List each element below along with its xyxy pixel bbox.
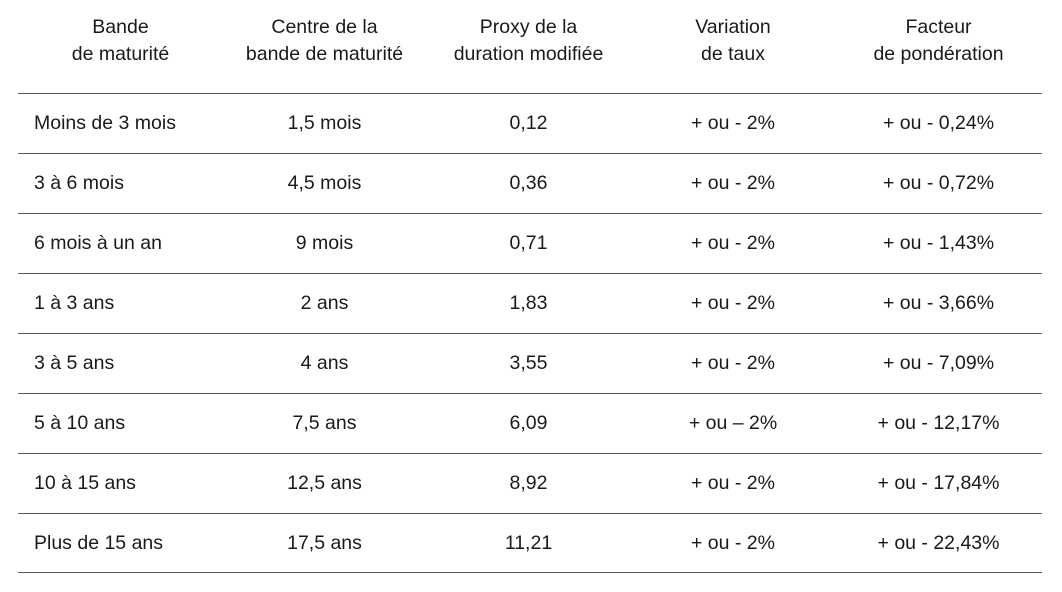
cell-rate-change: + ou - 2% xyxy=(690,292,775,314)
header-line: de taux xyxy=(701,43,765,65)
header-line: Centre de la xyxy=(271,16,378,38)
table-row: 6 mois à un an 9 mois 0,71 + ou - 2% + o… xyxy=(18,214,1042,274)
header-line: de pondération xyxy=(873,43,1004,65)
cell-weighting-factor: + ou - 0,24% xyxy=(882,112,995,134)
header-line: bande de maturité xyxy=(245,43,404,65)
cell-maturity-band: 1 à 3 ans xyxy=(34,292,115,314)
header-line: Facteur xyxy=(905,16,972,38)
cell-duration-proxy: 0,12 xyxy=(509,112,548,134)
cell-weighting-factor: + ou - 17,84% xyxy=(877,472,1000,494)
cell-maturity-band: 5 à 10 ans xyxy=(34,412,126,434)
cell-weighting-factor: + ou - 7,09% xyxy=(882,352,995,374)
cell-maturity-band: 10 à 15 ans xyxy=(34,472,136,494)
cell-rate-change: + ou – 2% xyxy=(688,412,778,434)
cell-weighting-factor: + ou - 1,43% xyxy=(882,232,995,254)
cell-maturity-band: 3 à 6 mois xyxy=(34,172,124,194)
cell-rate-change: + ou - 2% xyxy=(690,531,775,554)
cell-duration-proxy: 6,09 xyxy=(509,412,548,434)
maturity-bands-table: Bande de maturité Centre de la bande de … xyxy=(18,0,1042,573)
cell-weighting-factor: + ou - 12,17% xyxy=(877,412,1000,434)
cell-band-center: 12,5 ans xyxy=(287,472,362,494)
table-row: 10 à 15 ans 12,5 ans 8,92 + ou - 2% + ou… xyxy=(18,454,1042,514)
table-row: 1 à 3 ans 2 ans 1,83 + ou - 2% + ou - 3,… xyxy=(18,274,1042,334)
table-row: Plus de 15 ans 17,5 ans 11,21 + ou - 2% … xyxy=(18,514,1042,573)
table-header-row: Bande de maturité Centre de la bande de … xyxy=(18,0,1042,94)
cell-rate-change: + ou - 2% xyxy=(690,172,775,194)
cell-rate-change: + ou - 2% xyxy=(690,472,775,494)
header-line: Proxy de la xyxy=(479,16,578,38)
cell-weighting-factor: + ou - 22,43% xyxy=(877,531,1000,554)
cell-maturity-band: Moins de 3 mois xyxy=(34,112,176,134)
header-line: duration modifiée xyxy=(453,43,604,65)
cell-rate-change: + ou - 2% xyxy=(690,352,775,374)
header-line: Variation xyxy=(695,16,771,38)
table-row: Moins de 3 mois 1,5 mois 0,12 + ou - 2% … xyxy=(18,94,1042,154)
cell-rate-change: + ou - 2% xyxy=(690,112,775,134)
cell-maturity-band: 6 mois à un an xyxy=(34,232,162,254)
cell-maturity-band: Plus de 15 ans xyxy=(34,531,164,554)
cell-duration-proxy: 1,83 xyxy=(509,292,548,314)
cell-band-center: 2 ans xyxy=(300,292,349,314)
cell-band-center: 1,5 mois xyxy=(287,112,362,134)
cell-band-center: 17,5 ans xyxy=(287,531,362,554)
cell-weighting-factor: + ou - 3,66% xyxy=(882,292,995,314)
cell-duration-proxy: 0,71 xyxy=(509,232,548,254)
cell-weighting-factor: + ou - 0,72% xyxy=(882,172,995,194)
cell-band-center: 4 ans xyxy=(300,352,349,374)
header-band-center: Centre de la bande de maturité xyxy=(223,0,426,93)
cell-maturity-band: 3 à 5 ans xyxy=(34,352,115,374)
cell-band-center: 4,5 mois xyxy=(287,172,362,194)
header-weighting-factor: Facteur de pondération xyxy=(835,0,1042,93)
table-row: 3 à 6 mois 4,5 mois 0,36 + ou - 2% + ou … xyxy=(18,154,1042,214)
table-row: 3 à 5 ans 4 ans 3,55 + ou - 2% + ou - 7,… xyxy=(18,334,1042,394)
cell-duration-proxy: 0,36 xyxy=(509,172,548,194)
cell-band-center: 7,5 ans xyxy=(292,412,357,434)
header-rate-change: Variation de taux xyxy=(631,0,835,93)
header-maturity-band: Bande de maturité xyxy=(18,0,223,93)
cell-band-center: 9 mois xyxy=(295,232,354,254)
table-row: 5 à 10 ans 7,5 ans 6,09 + ou – 2% + ou -… xyxy=(18,394,1042,454)
header-line: Bande xyxy=(92,16,149,38)
header-duration-proxy: Proxy de la duration modifiée xyxy=(426,0,631,93)
header-line: de maturité xyxy=(71,43,170,65)
cell-duration-proxy: 8,92 xyxy=(509,472,548,494)
cell-duration-proxy: 3,55 xyxy=(509,352,548,374)
cell-rate-change: + ou - 2% xyxy=(690,232,775,254)
cell-duration-proxy: 11,21 xyxy=(504,531,553,554)
